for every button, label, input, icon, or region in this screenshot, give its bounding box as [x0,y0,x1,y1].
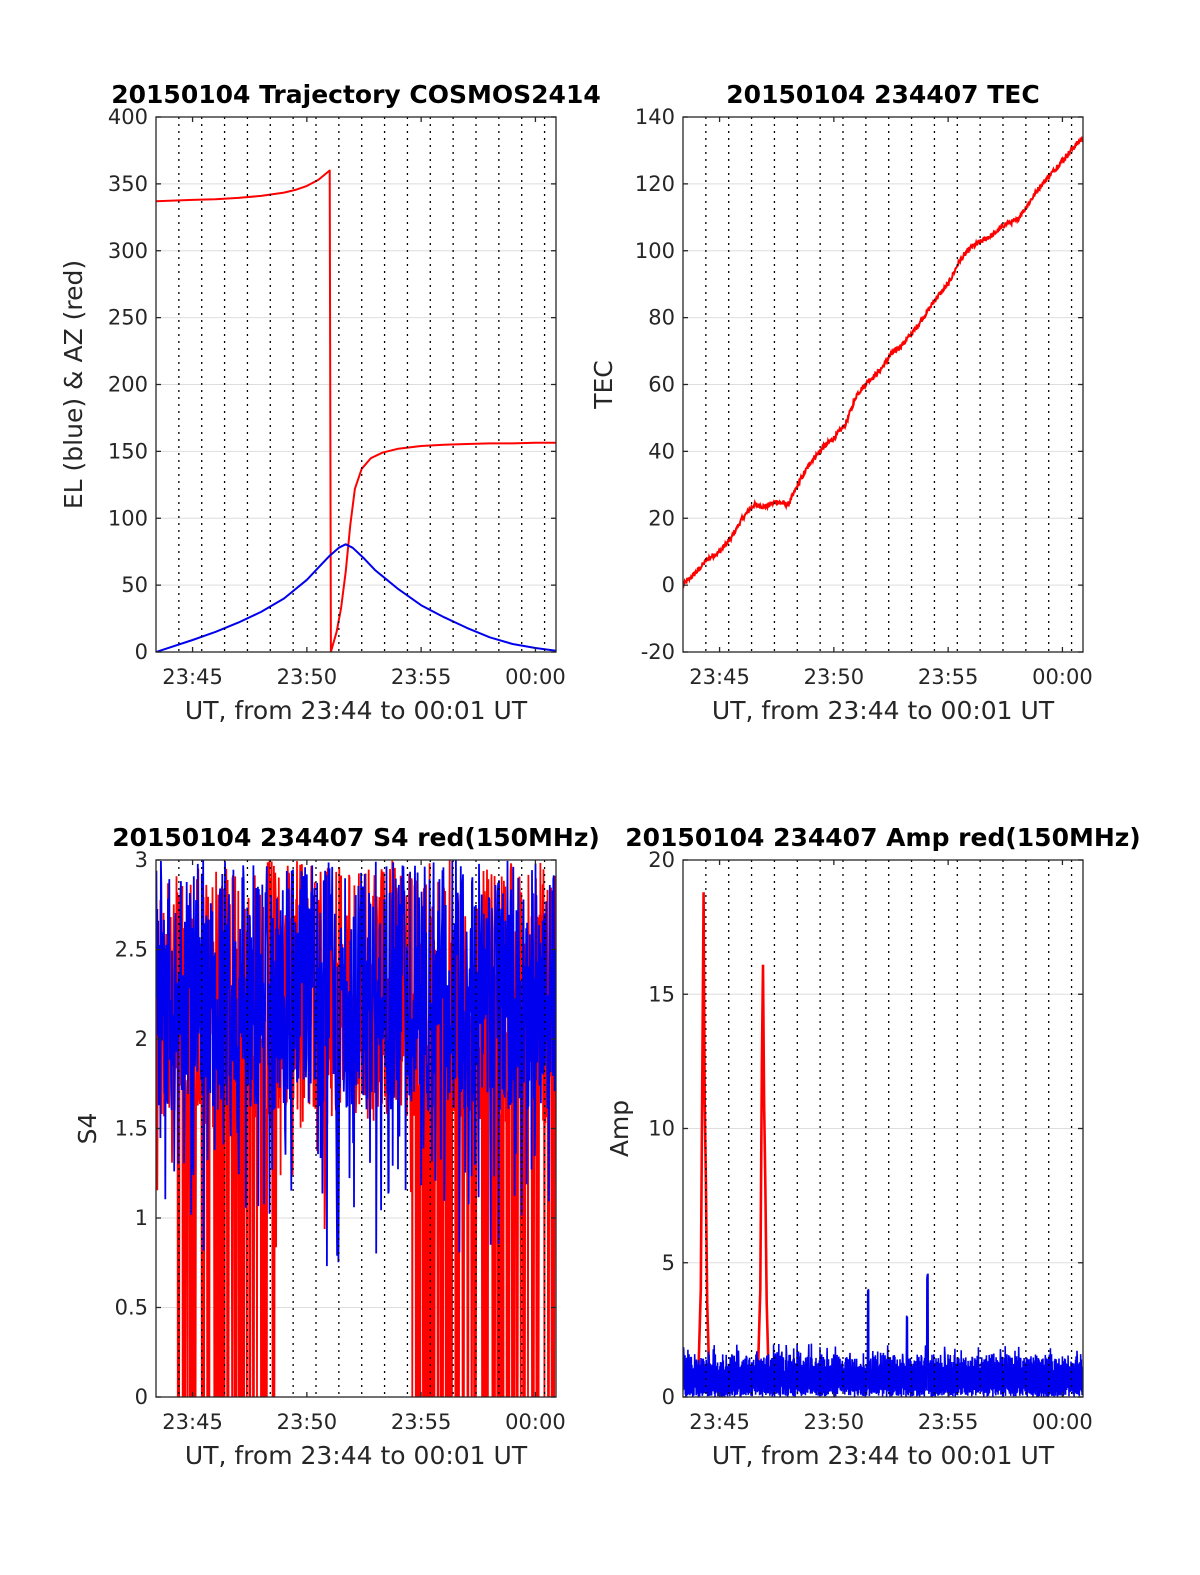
y-axis-label: S4 [73,1113,102,1145]
y-tick-label: 60 [648,373,675,397]
x-tick-label: 23:45 [689,1410,750,1434]
y-tick-label: 20 [648,506,675,530]
y-tick-label: 20 [648,848,675,872]
plot-area [156,860,556,1397]
y-axis-label: EL (blue) & AZ (red) [59,260,88,509]
y-tick-label: 100 [108,506,148,530]
x-tick-label: 23:45 [689,665,750,689]
y-tick-label: 100 [635,239,675,263]
x-tick-label: 00:00 [505,1410,566,1434]
x-tick-label: 23:50 [804,1410,865,1434]
x-axis-label: UT, from 23:44 to 00:01 UT [185,696,528,725]
x-tick-label: 23:55 [918,665,979,689]
y-tick-label: 3 [135,848,148,872]
y-tick-label: 0 [662,573,675,597]
series-line-blue [683,1273,1083,1397]
chart-panel-3: 0 0.5 1 1.5 2 2.5 3 23:45 23:50 23:55 00:00 2015010… [73,823,600,1470]
amp-spike-red [756,964,770,1371]
chart-title: 20150104 234407 Amp red(150MHz) [625,823,1141,852]
y-tick-label: 1 [135,1206,148,1230]
y-tick-label: 400 [108,105,148,129]
amp-spike-red [697,892,711,1371]
plot-area [156,169,556,652]
chart-panel-2: -20 0 20 40 60 80 100 120 140 23:45 23:50 23:55 00:0… [589,80,1093,725]
chart-panel-4: 0 5 10 15 20 23:45 23:50 23:55 00:00 20150104 234… [605,823,1141,1470]
y-tick-label: 0 [135,640,148,664]
x-tick-label: 23:50 [277,665,338,689]
series-line [683,135,1083,589]
chart-title: 20150104 Trajectory COSMOS2414 [111,80,601,109]
y-tick-label: 50 [121,573,148,597]
x-tick-label: 23:50 [277,1410,338,1434]
y-tick-label: 1.5 [115,1117,148,1141]
x-tick-label: 23:55 [918,1410,979,1434]
y-axis-label: TEC [589,360,618,410]
x-tick-label: 00:00 [1032,665,1093,689]
chart-title: 20150104 234407 TEC [726,80,1039,109]
series-line [156,169,556,652]
y-tick-label: 80 [648,306,675,330]
x-axis-label: UT, from 23:44 to 00:01 UT [712,696,1055,725]
y-tick-label: 0 [135,1385,148,1409]
x-axis-label: UT, from 23:44 to 00:01 UT [185,1441,528,1470]
y-tick-label: 120 [635,172,675,196]
y-tick-label: 15 [648,982,675,1006]
y-tick-label: -20 [641,640,675,664]
x-tick-label: 23:55 [391,665,452,689]
y-tick-label: 150 [108,439,148,463]
y-tick-label: 300 [108,239,148,263]
plot-area [683,892,1083,1397]
x-tick-label: 00:00 [505,665,566,689]
x-tick-label: 00:00 [1032,1410,1093,1434]
y-tick-label: 0.5 [115,1296,148,1320]
y-tick-label: 0 [662,1385,675,1409]
y-tick-label: 2.5 [115,938,148,962]
y-tick-label: 350 [108,172,148,196]
x-tick-label: 23:45 [162,665,223,689]
x-tick-label: 23:45 [162,1410,223,1434]
y-axis-label: Amp [605,1100,634,1157]
x-tick-label: 23:55 [391,1410,452,1434]
chart-title: 20150104 234407 S4 red(150MHz) [112,823,600,852]
x-tick-label: 23:50 [804,665,865,689]
y-tick-label: 10 [648,1117,675,1141]
plot-area [683,135,1083,589]
y-tick-label: 200 [108,373,148,397]
y-tick-label: 5 [662,1251,675,1275]
y-tick-label: 2 [135,1027,148,1051]
chart-panel-1: 0 50 100 150 200 250 300 350 400 23:45 23:50 23:55 0… [59,80,601,725]
series-line [156,543,556,652]
x-axis-label: UT, from 23:44 to 00:01 UT [712,1441,1055,1470]
y-tick-label: 40 [648,439,675,463]
y-tick-label: 140 [635,105,675,129]
series-line-blue [156,860,556,1267]
y-tick-label: 250 [108,306,148,330]
